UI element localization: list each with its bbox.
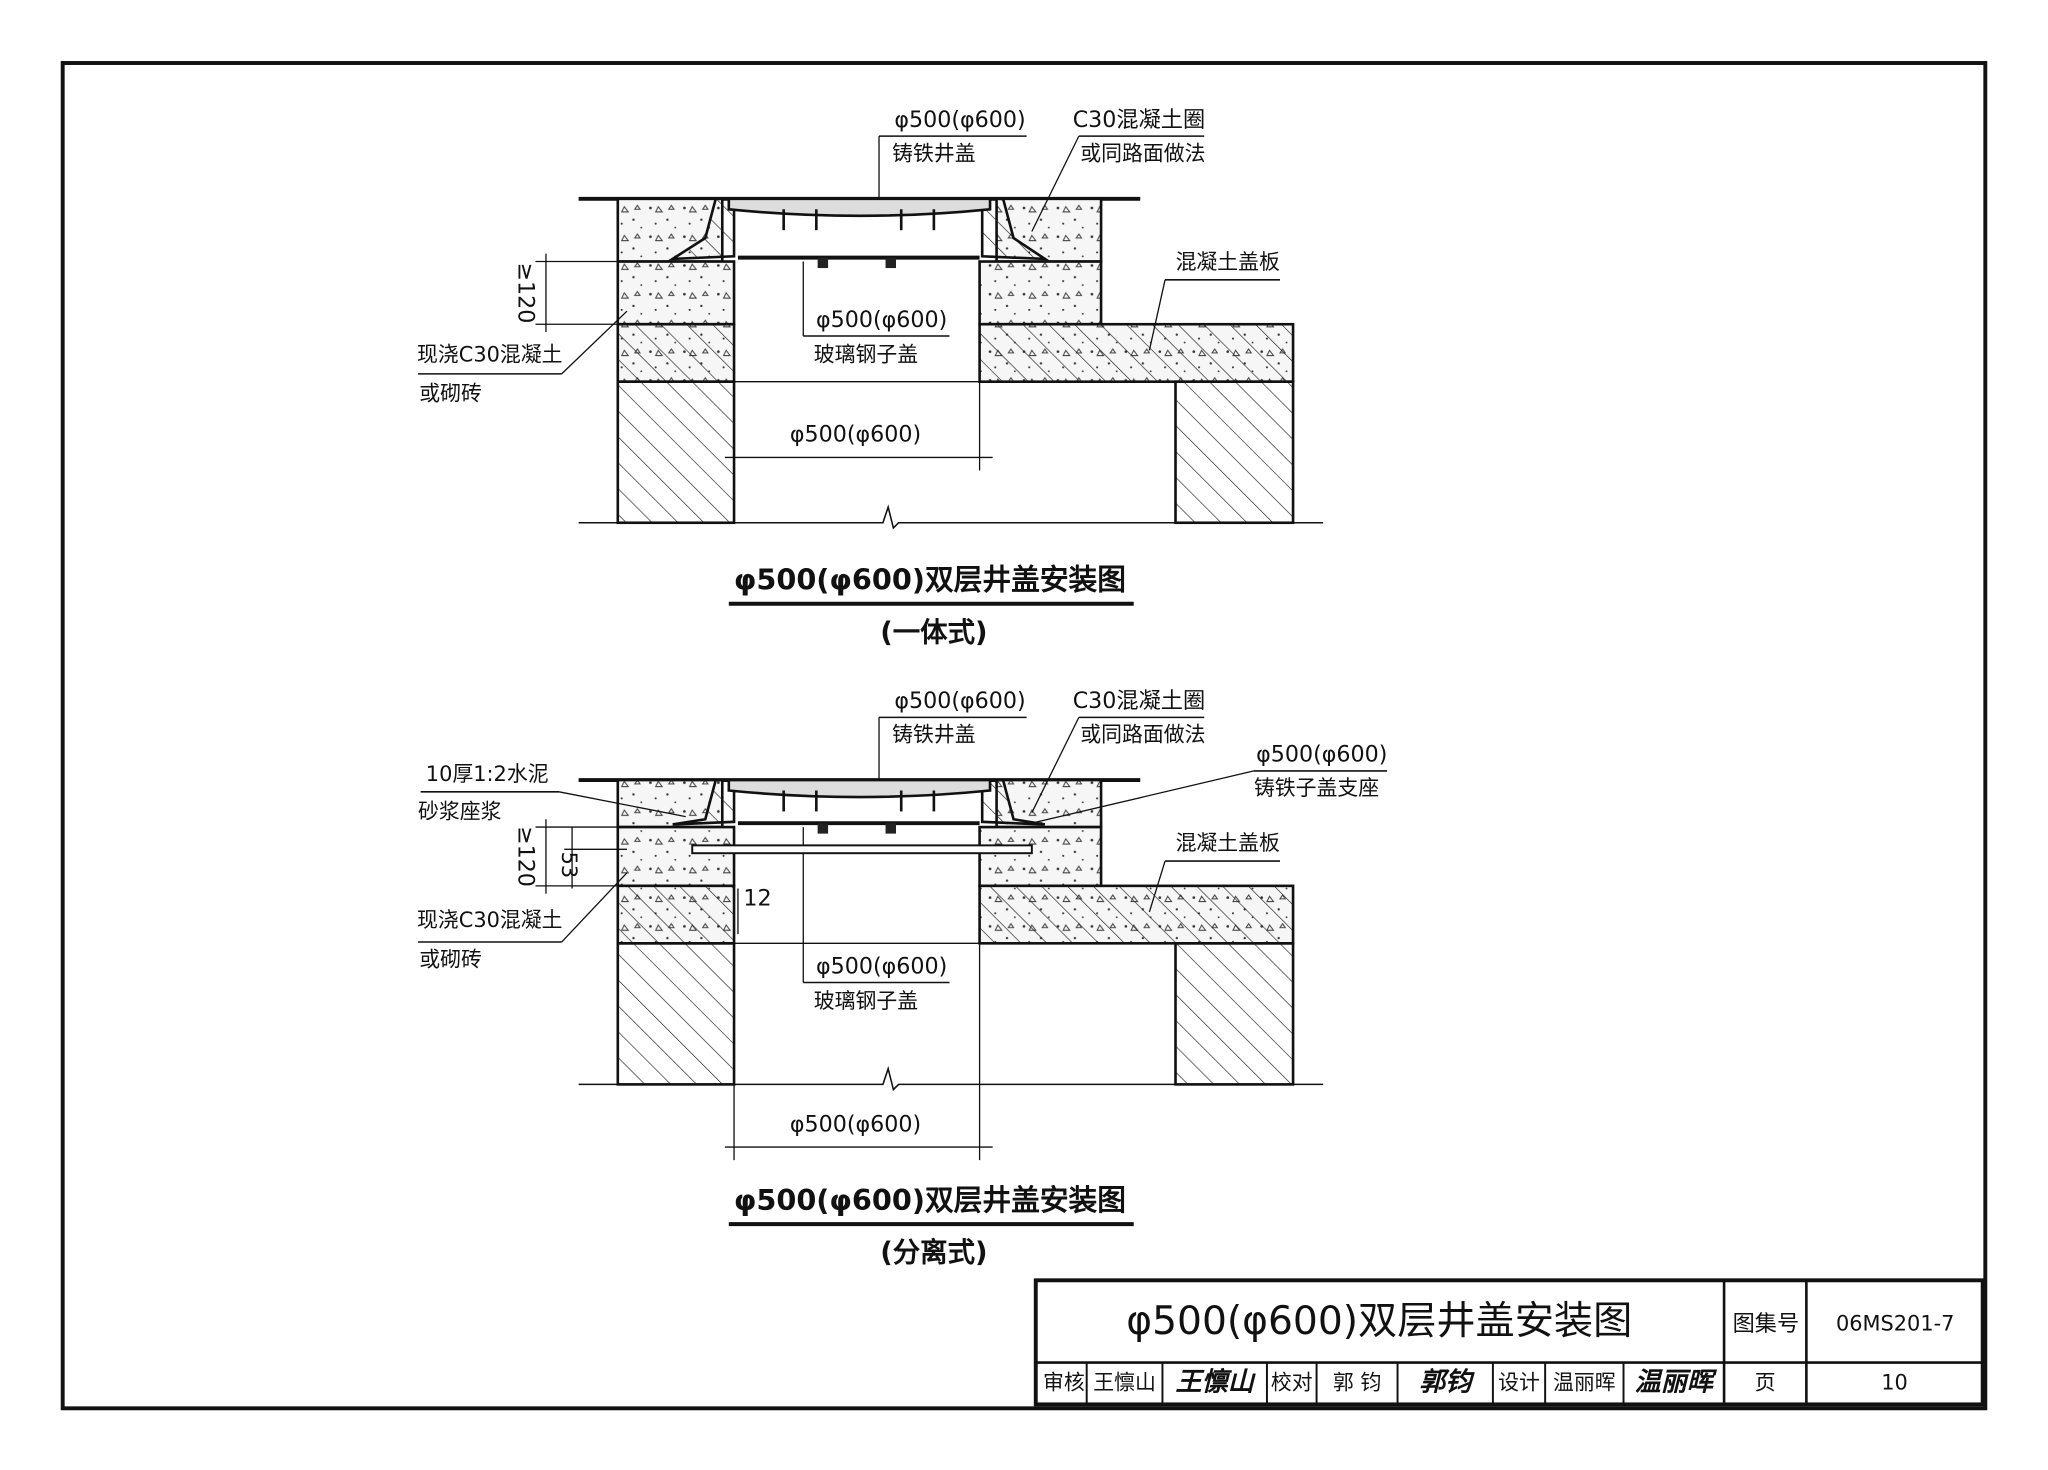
cast-iron-cover	[727, 197, 992, 218]
label: φ500(φ600)	[894, 688, 1025, 714]
signature: 温丽晖	[1635, 1366, 1718, 1397]
label: 玻璃钢子盖	[814, 343, 918, 367]
label: 10厚1:2水泥	[426, 762, 549, 786]
sub-cover-support	[691, 844, 1033, 855]
label: 铸铁井盖	[892, 141, 976, 165]
dimension-text: 53	[557, 852, 581, 879]
label: φ500(φ600)	[816, 953, 947, 979]
well-wall-right	[1174, 380, 1295, 525]
label: φ500(φ600)	[816, 307, 947, 333]
title-block-text: 郭 钧	[1333, 1370, 1381, 1394]
dimension-text: φ500(φ600)	[790, 422, 921, 448]
bolt	[817, 257, 829, 269]
sheet-border	[60, 61, 1988, 1411]
title-block-text: 设计	[1498, 1370, 1540, 1394]
cast-iron-cover	[727, 778, 992, 799]
drawing-subtitle: (分离式)	[880, 1237, 987, 1269]
label: 或同路面做法	[1080, 141, 1205, 165]
sheet-title: φ500(φ600)双层井盖安装图	[1126, 1299, 1632, 1344]
title-block-text: 审核	[1043, 1370, 1085, 1394]
base-block-right	[979, 261, 1102, 325]
label: 06MS201-7	[1836, 1312, 1954, 1336]
title-block-text: 页	[1755, 1370, 1776, 1394]
leader	[1031, 770, 1255, 824]
leader	[1031, 135, 1080, 232]
base-block-right	[979, 827, 1102, 886]
drawing-subtitle: (一体式)	[880, 617, 987, 648]
label: 或砌砖	[419, 382, 482, 406]
dimension-text: φ500(φ600)	[790, 1111, 921, 1137]
leader	[1148, 860, 1166, 913]
base-block-left	[617, 261, 735, 325]
label: 或砌砖	[419, 947, 482, 971]
label: 铸铁子盖支座	[1254, 776, 1379, 800]
leader	[558, 791, 686, 818]
signature: 郭钧	[1419, 1366, 1475, 1397]
ground-line	[578, 504, 1324, 530]
leader	[1148, 279, 1166, 351]
drawing-title: φ500(φ600)双层井盖安装图	[734, 1183, 1126, 1217]
bolt	[885, 823, 896, 834]
base-block-left	[617, 827, 735, 886]
leader	[561, 872, 628, 943]
bolt	[817, 823, 829, 834]
well-wall-right	[1174, 942, 1295, 1086]
label: 现浇C30混凝土	[417, 343, 563, 367]
cover-slab-hatch	[979, 324, 1294, 382]
title-block-text: 校对	[1271, 1370, 1313, 1394]
label: 或同路面做法	[1080, 723, 1205, 747]
label: 混凝土盖板	[1176, 250, 1281, 274]
slab-left-hatch	[617, 324, 735, 382]
signature: 王懔山	[1176, 1366, 1257, 1397]
leader	[1031, 717, 1080, 814]
bolt	[885, 257, 896, 269]
title-block-text: 温丽晖	[1553, 1370, 1616, 1394]
label: φ500(φ600)	[894, 107, 1025, 133]
label: φ500(φ600)	[1256, 742, 1387, 768]
label: 现浇C30混凝土	[417, 908, 563, 932]
label: 玻璃钢子盖	[814, 989, 918, 1013]
label: 砂浆座浆	[418, 800, 502, 824]
label: C30混凝土圈	[1073, 688, 1205, 714]
dimension-text: ≥120	[513, 826, 539, 887]
slab-left-hatch	[617, 885, 735, 944]
label: 铸铁井盖	[892, 723, 976, 747]
title-block-text: 10	[1881, 1370, 1908, 1394]
ground-line	[578, 1065, 1324, 1092]
leader	[561, 310, 628, 375]
title-block-text: 王懔山	[1093, 1370, 1156, 1394]
well-wall-left	[616, 380, 736, 525]
title-block	[1033, 1278, 1985, 1407]
drawing-title: φ500(φ600)双层井盖安装图	[734, 563, 1126, 597]
well-wall-left	[616, 942, 736, 1086]
dimension-text: ≥120	[513, 262, 539, 323]
cover-slab-hatch	[979, 885, 1294, 944]
label: 混凝土盖板	[1176, 831, 1281, 855]
label: 图集号	[1733, 1311, 1800, 1337]
label: C30混凝土圈	[1073, 107, 1205, 133]
dimension-text: 12	[743, 885, 771, 911]
